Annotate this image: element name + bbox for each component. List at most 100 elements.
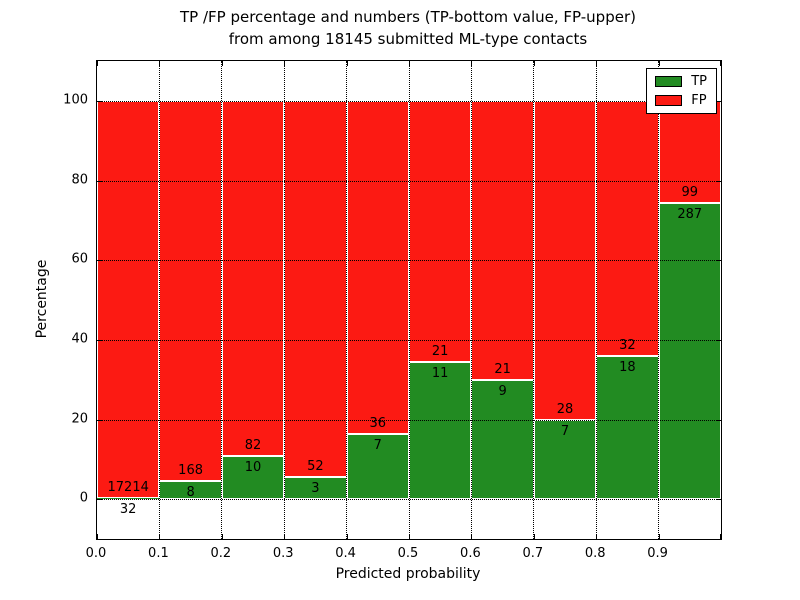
tp-bar bbox=[159, 481, 222, 500]
fp-count-label: 21 bbox=[431, 344, 449, 360]
y-tick-mark bbox=[716, 419, 721, 421]
y-gridline bbox=[97, 260, 721, 262]
y-tick-label: 80 bbox=[71, 172, 88, 187]
tp-count-label: 3 bbox=[311, 481, 320, 497]
x-tick-mark bbox=[720, 534, 721, 539]
fp-count-label: 28 bbox=[556, 401, 574, 417]
x-tick-mark bbox=[97, 534, 98, 539]
tp-count-label: 32 bbox=[119, 502, 137, 518]
x-tick-mark bbox=[346, 61, 348, 66]
tp-bar bbox=[409, 362, 472, 500]
y-tick-label: 40 bbox=[71, 331, 88, 347]
x-tick-mark bbox=[720, 61, 721, 66]
x-tick-mark bbox=[409, 534, 410, 539]
x-tick-label: 0.6 bbox=[460, 546, 481, 561]
x-tick-label: 0.2 bbox=[210, 546, 232, 561]
tp-bar bbox=[221, 455, 285, 500]
y-tick-mark bbox=[97, 499, 102, 501]
y-gridline bbox=[97, 499, 721, 501]
x-gridline bbox=[346, 61, 348, 539]
x-tick-mark bbox=[346, 534, 348, 539]
x-tick-mark bbox=[471, 534, 473, 539]
x-tick-label: 0.7 bbox=[522, 546, 544, 561]
x-tick-mark bbox=[596, 534, 598, 539]
tp-bar bbox=[346, 434, 409, 500]
fp-count-label: 21 bbox=[494, 361, 511, 377]
x-tick-mark bbox=[159, 534, 161, 539]
tp-bar bbox=[533, 419, 597, 500]
x-gridline bbox=[658, 61, 660, 539]
x-gridline bbox=[283, 61, 285, 539]
fp-count-label: 168 bbox=[178, 463, 204, 479]
tp-count-label: 18 bbox=[619, 359, 636, 375]
legend-item-tp: TP bbox=[655, 75, 707, 88]
fp-count-label: 82 bbox=[244, 437, 262, 453]
fp-bar bbox=[409, 100, 472, 363]
fp-bar bbox=[658, 100, 721, 203]
x-gridline bbox=[533, 61, 535, 539]
y-tick-mark bbox=[97, 260, 102, 262]
x-gridline bbox=[408, 61, 410, 539]
y-gridline bbox=[97, 180, 721, 182]
y-tick-mark bbox=[716, 339, 721, 341]
tp-count-label: 287 bbox=[677, 206, 703, 222]
y-tick-mark bbox=[97, 419, 102, 421]
x-tick-label: 0.1 bbox=[148, 546, 169, 561]
fp-bar bbox=[97, 100, 160, 499]
tp-bar bbox=[97, 498, 160, 500]
x-tick-label: 0.5 bbox=[397, 546, 419, 561]
x-tick-mark bbox=[221, 534, 223, 539]
x-axis-label: Predicted probability bbox=[335, 566, 481, 582]
y-tick-label: 20 bbox=[71, 411, 88, 426]
x-gridline bbox=[158, 61, 160, 539]
x-tick-mark bbox=[97, 61, 98, 66]
y-tick-mark bbox=[97, 100, 102, 102]
x-tick-label: 0.8 bbox=[584, 546, 606, 561]
legend: TP FP bbox=[646, 68, 717, 114]
tp-count-label: 8 bbox=[186, 485, 195, 501]
tp-bar bbox=[284, 477, 347, 500]
fp-bar bbox=[596, 100, 659, 356]
fp-count-label: 32 bbox=[619, 337, 636, 353]
tp-bar bbox=[658, 203, 721, 500]
y-tick-label: 0 bbox=[79, 490, 88, 506]
fp-count-label: 36 bbox=[369, 416, 387, 432]
legend-label: FP bbox=[691, 93, 707, 108]
tp-swatch-icon bbox=[655, 76, 683, 87]
x-tick-mark bbox=[533, 61, 535, 66]
x-tick-mark bbox=[159, 61, 161, 66]
fp-bar bbox=[471, 100, 534, 380]
x-tick-mark bbox=[284, 534, 286, 539]
fp-bar bbox=[284, 100, 347, 478]
fp-count-label: 17214 bbox=[107, 480, 149, 496]
tp-bar bbox=[596, 355, 659, 500]
fp-bar bbox=[346, 100, 409, 435]
y-axis-label: Percentage bbox=[34, 259, 50, 339]
tp-count-label: 7 bbox=[373, 438, 382, 454]
chart-title-line1: TP /FP percentage and numbers (TP-bottom… bbox=[180, 8, 636, 26]
y-tick-label: 60 bbox=[71, 251, 88, 267]
x-gridline bbox=[470, 61, 472, 539]
chart-title-line2: from among 18145 submitted ML-type conta… bbox=[228, 30, 588, 48]
x-tick-mark bbox=[658, 61, 660, 66]
fp-swatch-icon bbox=[655, 95, 683, 106]
y-tick-mark bbox=[716, 100, 721, 102]
y-gridline bbox=[97, 100, 721, 102]
x-tick-label: 0.9 bbox=[647, 546, 668, 561]
x-tick-mark bbox=[533, 534, 535, 539]
fp-count-label: 52 bbox=[307, 459, 324, 475]
fp-bar bbox=[221, 100, 285, 456]
fp-bar bbox=[159, 100, 222, 482]
y-gridline bbox=[97, 339, 721, 341]
tp-count-label: 10 bbox=[244, 459, 262, 475]
x-tick-label: 0.3 bbox=[272, 546, 294, 561]
x-tick-mark bbox=[284, 61, 286, 66]
tp-count-label: 7 bbox=[560, 423, 570, 439]
legend-label: TP bbox=[691, 74, 707, 89]
x-tick-mark bbox=[658, 534, 660, 539]
y-tick-mark bbox=[716, 499, 721, 501]
x-tick-label: 0.0 bbox=[85, 546, 107, 561]
y-gridline bbox=[97, 419, 721, 421]
y-tick-label: 100 bbox=[63, 92, 88, 108]
